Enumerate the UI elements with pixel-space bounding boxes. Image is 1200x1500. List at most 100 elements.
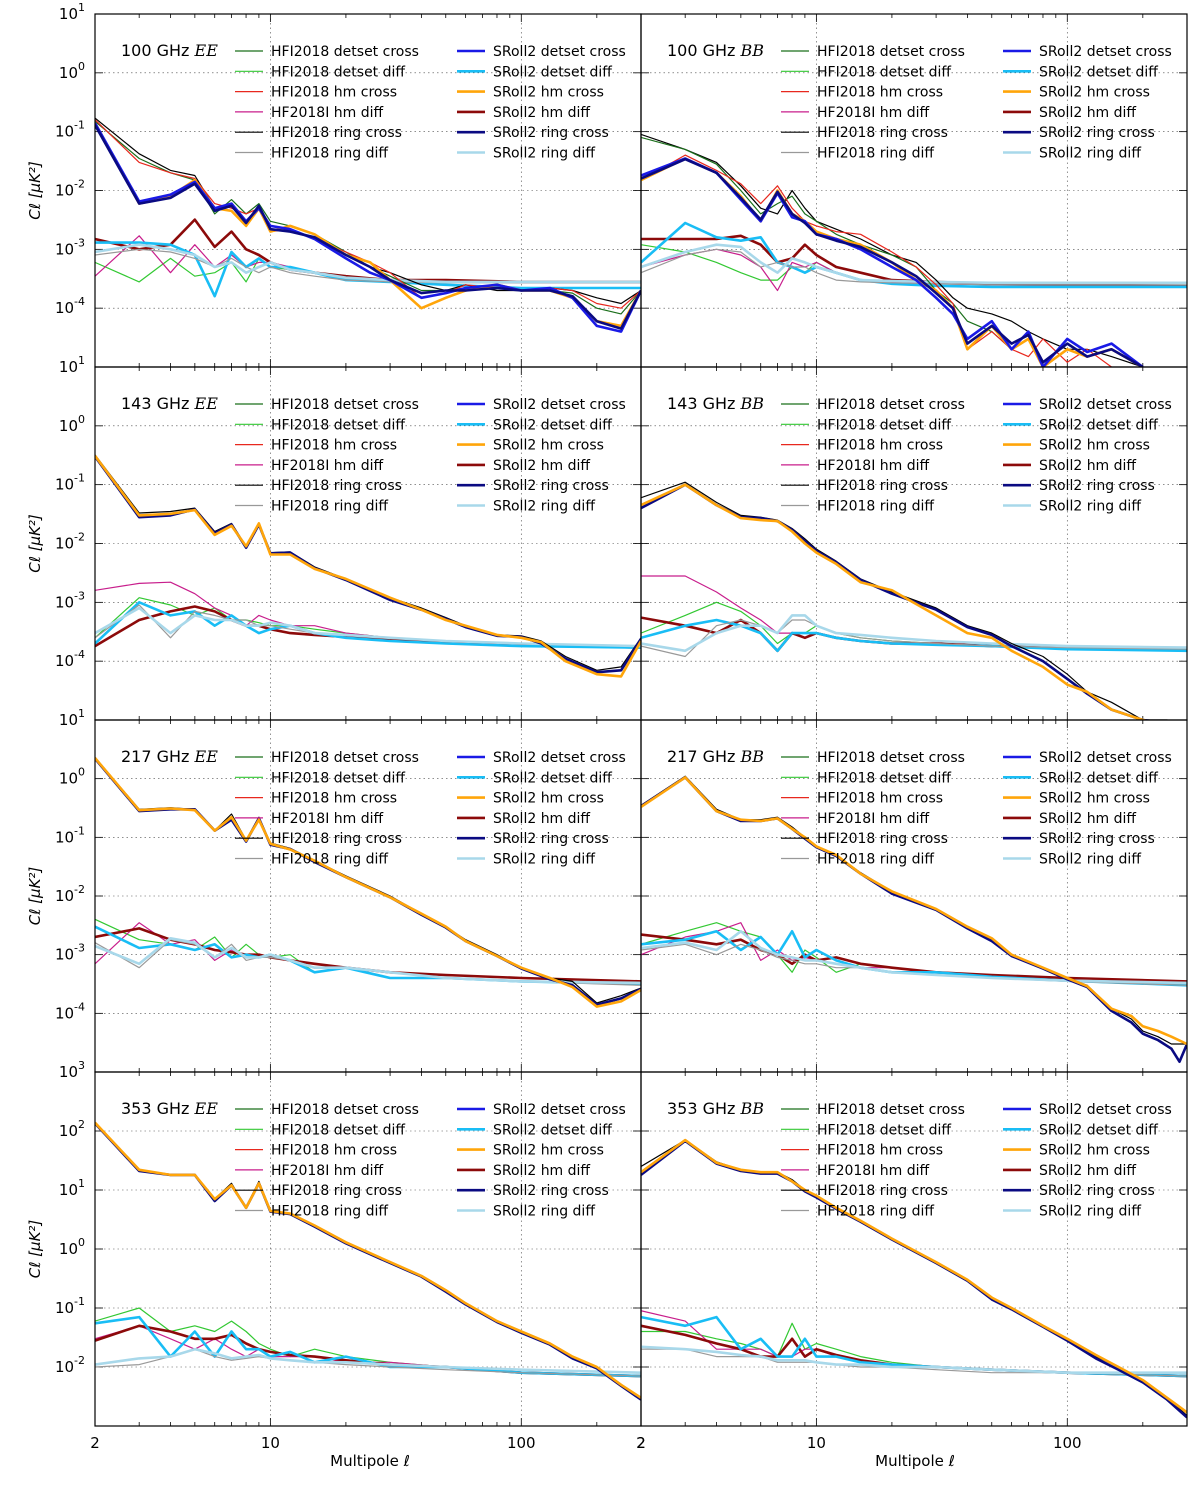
legend-label: HF2018I hm diff <box>817 1163 930 1179</box>
grid <box>95 1072 641 1426</box>
grid <box>95 14 641 367</box>
y-tick-label: 100 <box>59 766 85 788</box>
series-line-sroll2-hm-cross <box>641 776 1187 1046</box>
legend-label: HFI2018 hm cross <box>817 791 943 807</box>
legend-label: HFI2018 ring diff <box>271 1204 388 1220</box>
series-line-sroll2-hm-cross <box>95 757 641 1008</box>
panel-353-ghz-ee: 10-2 10-1 100 101 102 103 2 10 100 2 Cℓ [μK²] 353 G… <box>26 1059 646 1452</box>
legend-item-hf2018i-hm-diff: HF2018I hm diff <box>781 458 930 474</box>
series-line-sroll2-detset-diff <box>641 929 1187 987</box>
legend-item-sroll2-ring-diff: SRoll2 ring diff <box>1003 1204 1141 1220</box>
legend-item-hfi2018-detset-cross: HFI2018 detset cross <box>235 397 419 413</box>
legend-label: SRoll2 hm cross <box>493 438 604 454</box>
legend-label: HFI2018 hm cross <box>271 438 397 454</box>
legend-label: HFI2018 detset diff <box>271 64 405 80</box>
legend-label: SRoll2 detset cross <box>1039 1102 1172 1118</box>
series-line-sroll2-detset-cross <box>95 122 641 333</box>
legend-item-hfi2018-detset-diff: HFI2018 detset diff <box>781 770 951 786</box>
legend-label: SRoll2 detset diff <box>1039 417 1158 433</box>
legend-label: SRoll2 ring cross <box>1039 831 1155 847</box>
legend-item-hfi2018-ring-cross: HFI2018 ring cross <box>781 1183 948 1199</box>
legend-item-sroll2-hm-diff: SRoll2 hm diff <box>1003 1163 1136 1179</box>
legend-item-hf2018i-hm-diff: HF2018I hm diff <box>235 105 384 121</box>
legend-item-sroll2-hm-cross: SRoll2 hm cross <box>1003 791 1150 807</box>
y-tick-label: 101 <box>59 1177 85 1199</box>
legend-label: HF2018I hm diff <box>817 105 930 121</box>
legend-item-sroll2-hm-cross: SRoll2 hm cross <box>457 85 604 101</box>
grid <box>95 720 641 1072</box>
legend-item-sroll2-detset-diff: SRoll2 detset diff <box>1003 64 1158 80</box>
legend-label: SRoll2 ring diff <box>1039 852 1141 868</box>
y-tick-label: 10-2 <box>55 883 85 905</box>
legend-item-sroll2-ring-diff: SRoll2 ring diff <box>1003 852 1141 868</box>
legend-label: HF2018I hm diff <box>271 811 384 827</box>
legend-item-hf2018i-hm-diff: HF2018I hm diff <box>781 811 930 827</box>
y-tick-label: 102 <box>59 1118 85 1140</box>
legend-label: SRoll2 detset diff <box>1039 64 1158 80</box>
x-axis-label-right: Multipole ℓ <box>875 1452 955 1470</box>
legend-item-hfi2018-ring-diff: HFI2018 ring diff <box>235 1204 388 1220</box>
grid <box>641 720 1187 1072</box>
legend-label: HF2018I hm diff <box>817 458 930 474</box>
series-line-hfi2018-detset-cross <box>641 136 1068 367</box>
y-tick-label: 10-3 <box>55 589 85 611</box>
y-axis-label: Cℓ [μK²] <box>26 514 44 573</box>
legend-label: SRoll2 ring cross <box>1039 125 1155 141</box>
series-line-hfi2018-ring-diff <box>641 619 1187 658</box>
legend-item-sroll2-ring-cross: SRoll2 ring cross <box>457 478 609 494</box>
legend-label: HFI2018 ring diff <box>817 146 934 162</box>
panel-title: 353 GHz BB <box>667 1099 764 1118</box>
legend-item-hfi2018-ring-cross: HFI2018 ring cross <box>235 831 402 847</box>
legend-item-sroll2-ring-diff: SRoll2 ring diff <box>1003 499 1141 515</box>
legend-item-hfi2018-hm-cross: HFI2018 hm cross <box>235 85 397 101</box>
series-line-sroll2-detset-diff <box>95 925 641 985</box>
legend-item-hf2018i-hm-diff: HF2018I hm diff <box>781 1163 930 1179</box>
series-line-sroll2-ring-cross <box>641 157 1144 367</box>
legend-label: HFI2018 hm cross <box>817 1143 943 1159</box>
legend-label: SRoll2 detset diff <box>493 64 612 80</box>
legend-label: SRoll2 ring cross <box>493 1183 609 1199</box>
legend-item-sroll2-ring-cross: SRoll2 ring cross <box>1003 831 1155 847</box>
legend-item-hfi2018-ring-diff: HFI2018 ring diff <box>781 146 934 162</box>
legend-label: HFI2018 detset diff <box>271 417 405 433</box>
legend-label: SRoll2 ring diff <box>493 1204 595 1220</box>
legend-item-hf2018i-hm-diff: HF2018I hm diff <box>235 1163 384 1179</box>
legend-label: HF2018I hm diff <box>271 105 384 121</box>
legend-label: HFI2018 ring cross <box>271 478 402 494</box>
legend-label: HFI2018 detset cross <box>271 1102 419 1118</box>
legend-label: HFI2018 ring cross <box>271 1183 402 1199</box>
legend-item-hf2018i-hm-diff: HF2018I hm diff <box>781 105 930 121</box>
x-tick-label: 2 <box>636 1434 646 1452</box>
y-tick-label: 10-1 <box>55 824 85 846</box>
panel-title: 100 GHz BB <box>667 41 764 60</box>
legend-item-hfi2018-ring-diff: HFI2018 ring diff <box>235 499 388 515</box>
legend-item-sroll2-hm-cross: SRoll2 hm cross <box>1003 85 1150 101</box>
legend-label: HFI2018 detset diff <box>817 770 951 786</box>
legend-item-hfi2018-hm-cross: HFI2018 hm cross <box>781 438 943 454</box>
legend-label: SRoll2 hm diff <box>1039 458 1136 474</box>
legend-label: SRoll2 hm cross <box>1039 85 1150 101</box>
legend-label: SRoll2 detset diff <box>493 417 612 433</box>
y-tick-label: 10-2 <box>55 178 85 200</box>
legend-item-hfi2018-ring-cross: HFI2018 ring cross <box>235 125 402 141</box>
legend-label: SRoll2 hm diff <box>1039 1163 1136 1179</box>
legend-label: HFI2018 ring diff <box>817 852 934 868</box>
legend-item-hfi2018-detset-diff: HFI2018 detset diff <box>235 1122 405 1138</box>
x-tick-label: 10 <box>807 1434 826 1452</box>
panel-title: 100 GHz EE <box>121 41 218 60</box>
panel-group: 10-4 10-3 10-2 10-1 100 101 Cℓ [μK²] 100 GHz EE… <box>26 1 1188 1452</box>
y-axis-label: Cℓ [μK²] <box>26 1220 44 1279</box>
legend-label: HFI2018 ring diff <box>817 499 934 515</box>
legend-label: HF2018I hm diff <box>817 811 930 827</box>
legend-label: SRoll2 hm diff <box>493 458 590 474</box>
legend-item-sroll2-ring-cross: SRoll2 ring cross <box>1003 478 1155 494</box>
legend-label: SRoll2 detset diff <box>1039 1122 1158 1138</box>
y-tick-label: 100 <box>59 413 85 435</box>
legend-item-sroll2-detset-cross: SRoll2 detset cross <box>1003 44 1172 60</box>
legend-item-hfi2018-detset-diff: HFI2018 detset diff <box>235 64 405 80</box>
legend-label: HFI2018 hm cross <box>817 438 943 454</box>
y-tick-label: 10-4 <box>55 295 85 317</box>
legend-item-hfi2018-detset-diff: HFI2018 detset diff <box>781 1122 951 1138</box>
legend-item-sroll2-ring-cross: SRoll2 ring cross <box>1003 125 1155 141</box>
